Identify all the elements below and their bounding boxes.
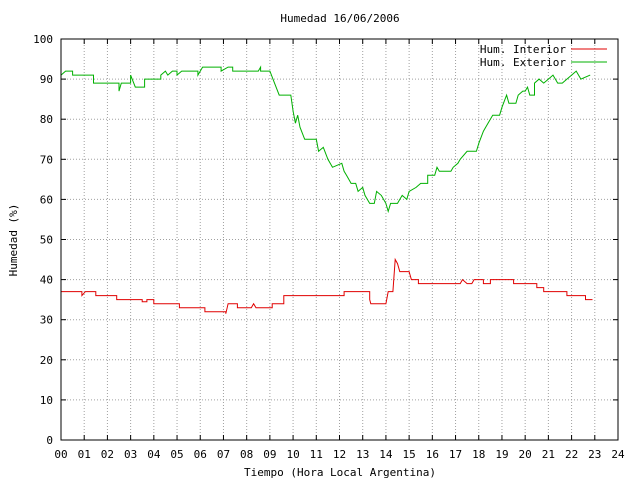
x-tick-label: 00 (54, 448, 67, 461)
x-tick-label: 19 (495, 448, 508, 461)
x-tick-label: 06 (194, 448, 207, 461)
y-tick-label: 30 (40, 314, 53, 327)
legend-label: Hum. Exterior (480, 56, 566, 69)
chart-title: Humedad 16/06/2006 (280, 12, 399, 25)
y-tick-label: 50 (40, 234, 53, 247)
x-tick-label: 11 (310, 448, 323, 461)
axis-ticks: 0 10 20 30 40 50 60 70 80 90 100 00 01 02 03 04 05 06 07 08… (33, 33, 625, 461)
x-tick-label: 12 (333, 448, 346, 461)
x-tick-label: 23 (588, 448, 601, 461)
x-tick-label: 22 (565, 448, 578, 461)
y-tick-label: 60 (40, 193, 53, 206)
y-tick-label: 70 (40, 153, 53, 166)
y-tick-label: 80 (40, 113, 53, 126)
x-tick-label: 21 (542, 448, 555, 461)
x-tick-label: 01 (78, 448, 91, 461)
x-tick-label: 13 (356, 448, 369, 461)
x-tick-label: 24 (611, 448, 625, 461)
y-tick-label: 40 (40, 274, 53, 287)
x-tick-label: 09 (263, 448, 276, 461)
y-tick-label: 100 (33, 33, 53, 46)
x-tick-label: 14 (379, 448, 393, 461)
legend-label: Hum. Interior (480, 43, 566, 56)
x-tick-label: 08 (240, 448, 253, 461)
x-tick-label: 04 (147, 448, 161, 461)
x-tick-label: 07 (217, 448, 230, 461)
x-tick-label: 10 (286, 448, 299, 461)
y-tick-label: 90 (40, 73, 53, 86)
grid (61, 39, 618, 440)
x-tick-label: 05 (170, 448, 183, 461)
x-tick-label: 20 (519, 448, 532, 461)
series-layer (60, 65, 593, 314)
x-tick-label: 17 (449, 448, 462, 461)
x-tick-label: 15 (403, 448, 416, 461)
y-tick-label: 20 (40, 354, 53, 367)
x-tick-label: 18 (472, 448, 485, 461)
y-tick-label: 0 (46, 434, 53, 447)
y-tick-label: 10 (40, 394, 53, 407)
y-axis-label: Humedad (%) (7, 204, 20, 277)
x-tick-label: 16 (426, 448, 439, 461)
series-line-hum-exterior (60, 65, 591, 214)
x-tick-label: 03 (124, 448, 137, 461)
series-line-hum-interior (61, 257, 593, 314)
x-axis-label: Tiempo (Hora Local Argentina) (244, 466, 436, 479)
x-tick-label: 02 (101, 448, 114, 461)
